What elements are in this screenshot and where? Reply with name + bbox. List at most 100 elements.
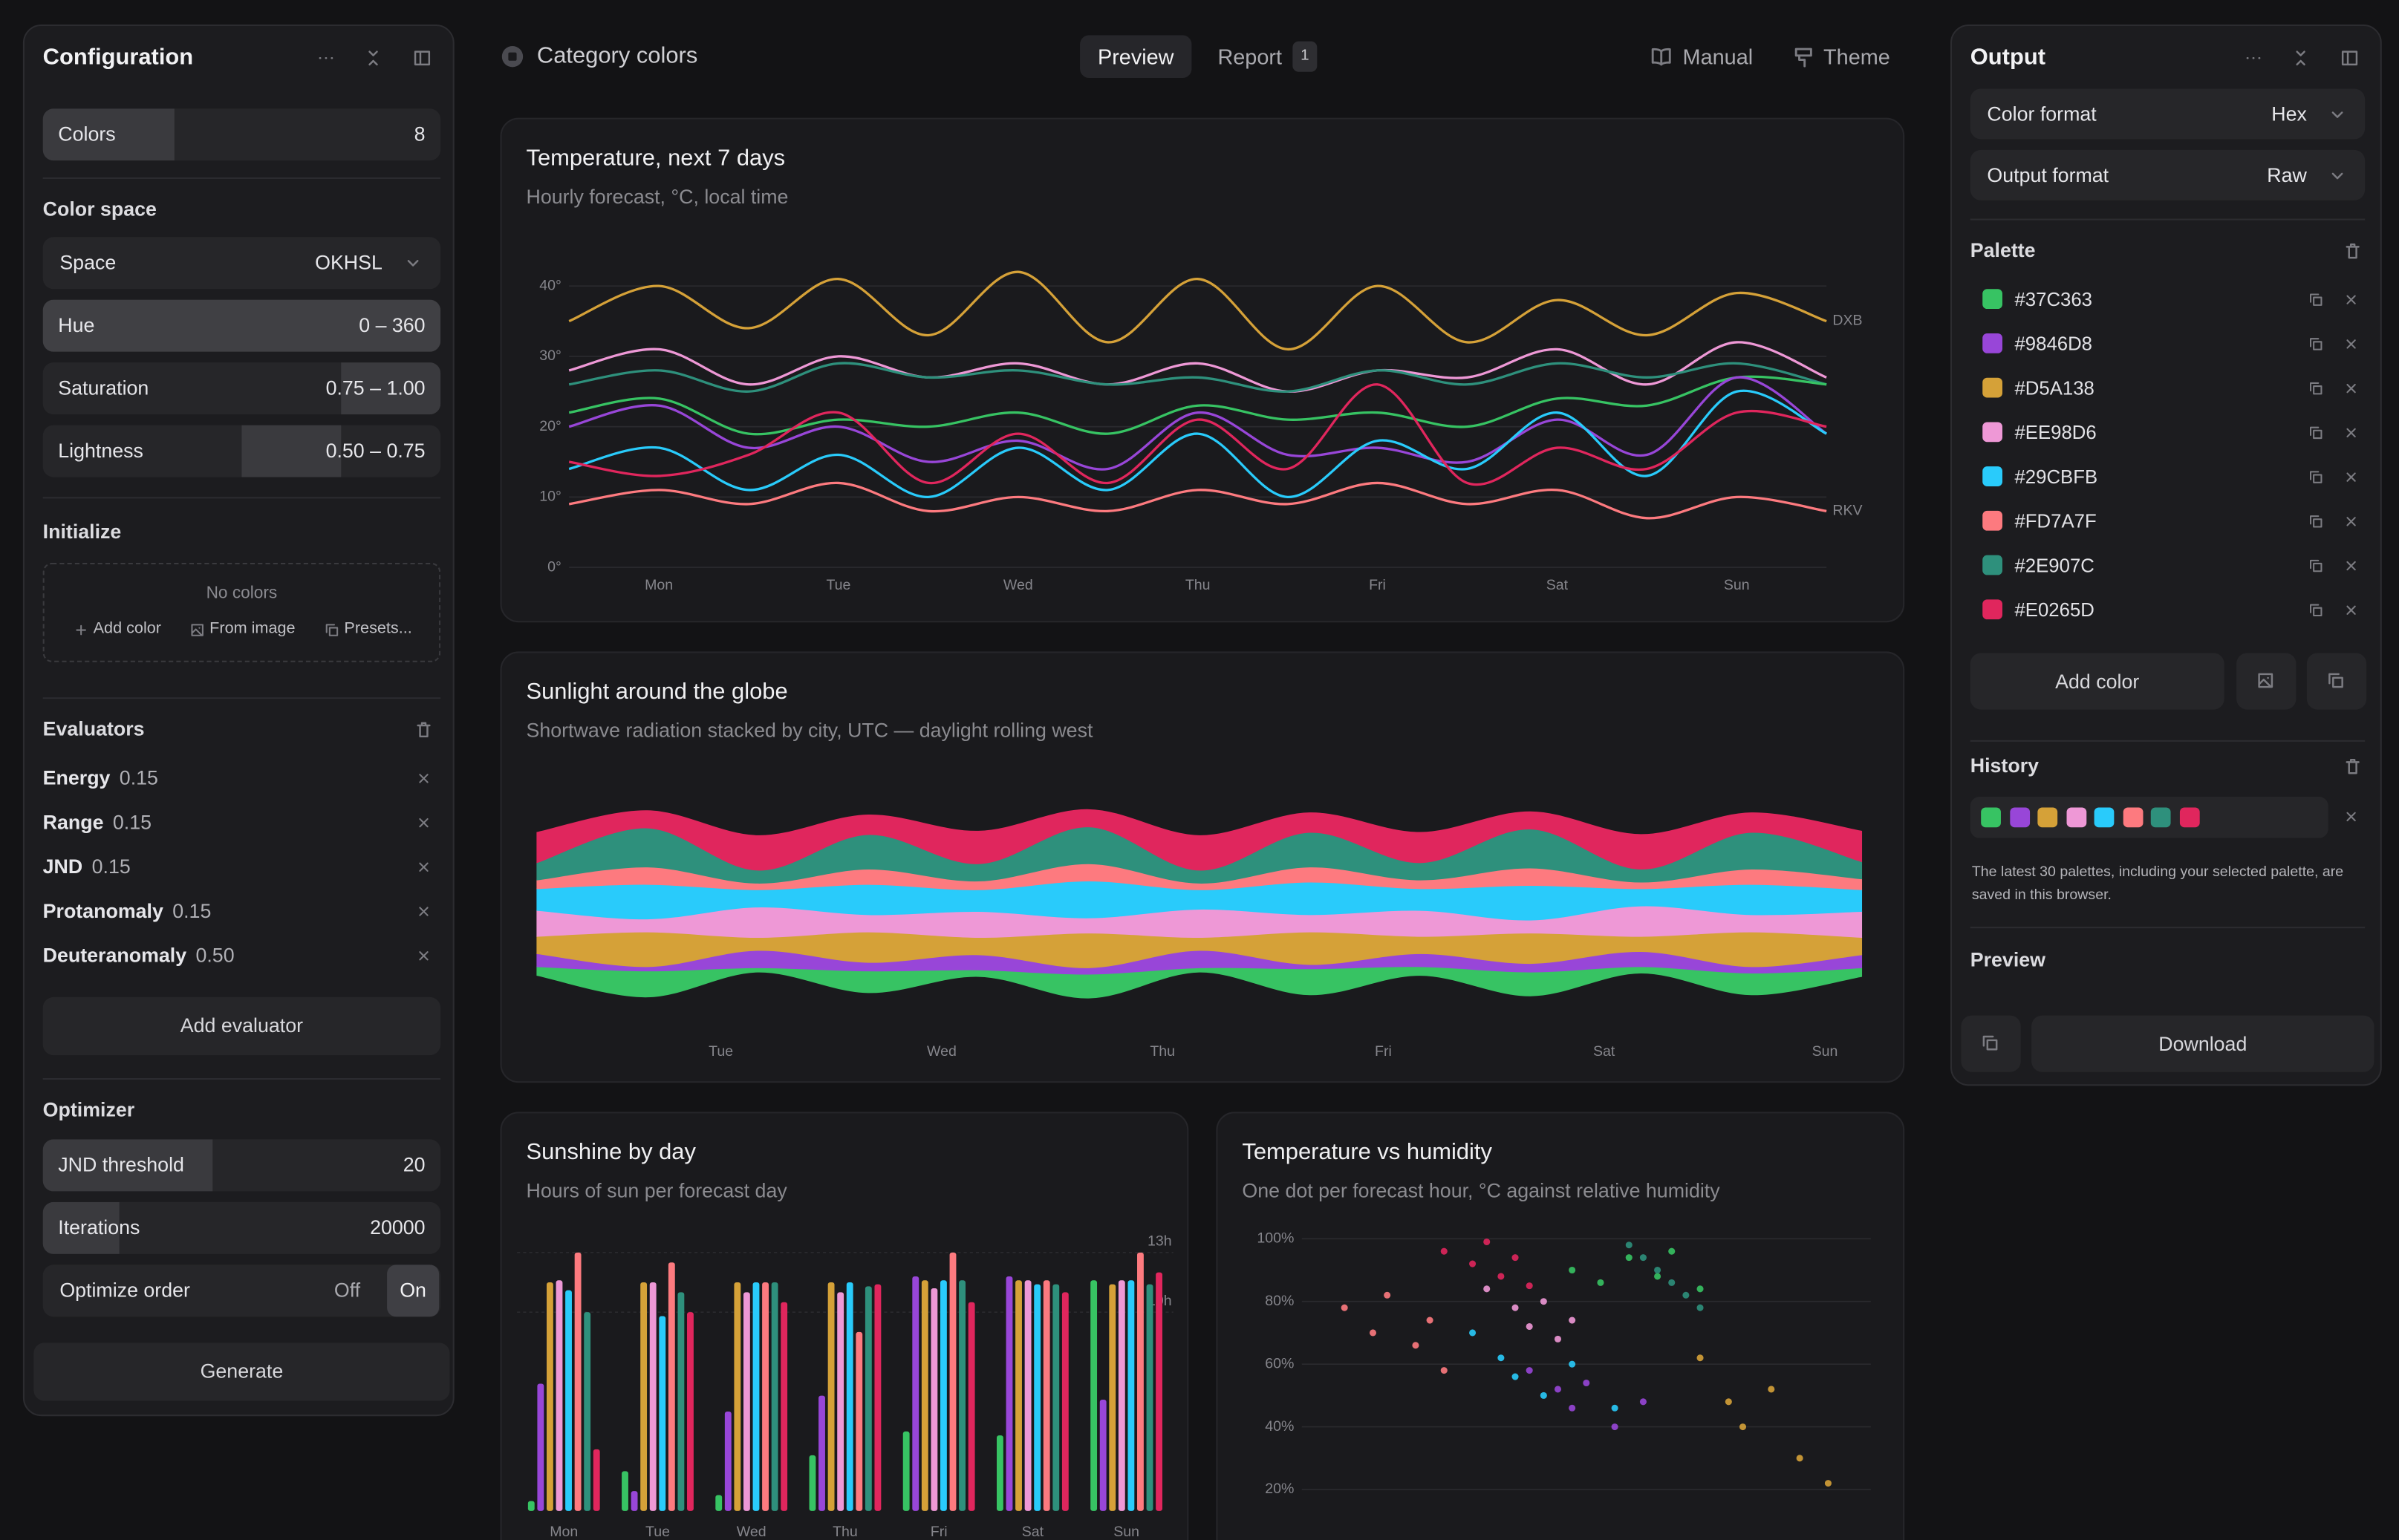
- y-tick-label: 20%: [1265, 1481, 1294, 1497]
- action-link[interactable]: From image: [209, 619, 296, 638]
- label: Saturation: [58, 376, 149, 399]
- y-tick-label: 80%: [1265, 1293, 1294, 1309]
- icon-shape: [419, 951, 429, 961]
- line-series: [568, 362, 1827, 393]
- bar: [837, 1292, 844, 1511]
- chart-subtitle: Hours of sun per forecast day: [526, 1178, 787, 1202]
- divider: [1970, 218, 2366, 221]
- copy-button[interactable]: [2308, 425, 2324, 441]
- scatter-point: [1511, 1373, 1519, 1380]
- sidebar-button[interactable]: [2340, 49, 2359, 68]
- chart-card: Sunshine by day Hours of sun per forecas…: [500, 1112, 1189, 1540]
- icon-shape: [2309, 604, 2322, 617]
- add-evaluator-button[interactable]: Add evaluator: [42, 996, 441, 1056]
- icon: [76, 624, 86, 636]
- copy-button[interactable]: [2308, 469, 2324, 485]
- sidebar-button[interactable]: [413, 49, 432, 68]
- swatch: [1982, 289, 2003, 310]
- section-heading: Color space: [42, 197, 157, 221]
- x-tick-label: Fri: [931, 1524, 948, 1540]
- icon-shape: [2346, 339, 2356, 349]
- history-item[interactable]: [1970, 797, 2328, 838]
- jnd-slider[interactable]: JND threshold 20: [42, 1139, 441, 1192]
- copy-button[interactable]: [1961, 1015, 2021, 1072]
- icon-shape: [2309, 559, 2322, 572]
- copy-button[interactable]: [2308, 292, 2324, 307]
- action-icon: [74, 622, 89, 638]
- lightness-slider[interactable]: Lightness 0.50 – 0.75: [42, 425, 441, 477]
- hue-slider[interactable]: Hue 0 – 360: [42, 299, 441, 352]
- clear-button[interactable]: [414, 720, 433, 739]
- more-button[interactable]: [316, 49, 335, 68]
- evaluator-name: JND: [42, 855, 83, 878]
- icon-shape: [2309, 515, 2322, 528]
- saturation-slider[interactable]: Saturation 0.75 – 1.00: [42, 362, 441, 415]
- generate-button[interactable]: Generate: [33, 1342, 450, 1401]
- clear-button[interactable]: [2343, 241, 2362, 260]
- area-series: [536, 966, 1863, 999]
- collapse-button[interactable]: [364, 49, 383, 68]
- icon: [2346, 758, 2360, 774]
- presets-button[interactable]: [2306, 653, 2367, 710]
- download-button[interactable]: Download: [2031, 1015, 2374, 1072]
- icon-shape: [2346, 517, 2356, 526]
- action-icon: [325, 622, 340, 638]
- bar: [622, 1471, 628, 1511]
- remove-button[interactable]: [2343, 336, 2359, 352]
- icon: [2341, 50, 2358, 66]
- remove-button[interactable]: [416, 948, 432, 964]
- icon: [2296, 50, 2305, 66]
- bar: [743, 1292, 750, 1511]
- from-image-button[interactable]: [2236, 653, 2297, 710]
- toggle-option[interactable]: On: [387, 1265, 440, 1317]
- more-button[interactable]: [2244, 49, 2262, 68]
- remove-button[interactable]: [416, 904, 432, 919]
- remove-button[interactable]: [416, 859, 432, 875]
- output-format-select[interactable]: Output format Raw: [1970, 149, 2366, 200]
- copy-button[interactable]: [2308, 602, 2324, 618]
- icon: [2328, 673, 2343, 688]
- history-swatch: [2178, 807, 2199, 828]
- copy-button[interactable]: [2308, 558, 2324, 574]
- clear-button[interactable]: [2343, 757, 2362, 776]
- toggle-option[interactable]: Off: [333, 1278, 361, 1302]
- bar: [574, 1252, 582, 1511]
- bar: [715, 1495, 723, 1511]
- remove-button[interactable]: [2343, 469, 2359, 485]
- color-format-select[interactable]: Color format Hex: [1970, 88, 2366, 140]
- evaluator-weight: 0.15: [172, 899, 212, 922]
- remove-button[interactable]: [2343, 514, 2359, 529]
- add-color-button[interactable]: Add color: [1970, 653, 2224, 710]
- scatter-point: [1569, 1316, 1576, 1324]
- colors-slider[interactable]: Colors 8: [42, 108, 441, 161]
- divider: [1970, 927, 2366, 929]
- icon: [419, 774, 429, 783]
- iterations-slider[interactable]: Iterations 20000: [42, 1201, 441, 1254]
- remove-button[interactable]: [2343, 558, 2359, 574]
- hex-code: #EE98D6: [2014, 422, 2097, 444]
- link[interactable]: Manual: [1682, 44, 1754, 69]
- dropzone: No colors Add color From image Presets...: [42, 562, 441, 662]
- action-link[interactable]: Presets...: [344, 619, 412, 638]
- line-series: [568, 341, 1827, 393]
- line-series: [568, 376, 1828, 471]
- remove-button[interactable]: [2343, 602, 2359, 618]
- copy-button[interactable]: [2308, 336, 2324, 352]
- remove-button[interactable]: [2343, 292, 2359, 307]
- remove-button[interactable]: [2343, 809, 2359, 825]
- divider: [42, 177, 441, 179]
- output-panel: Output Color format Hex Output format Ra…: [1950, 24, 2382, 1086]
- remove-button[interactable]: [416, 771, 432, 786]
- link[interactable]: Theme: [1823, 44, 1890, 69]
- chart-plot: 0° 10° 20° 30° 40° Mon Tue Wed Thu Fri Sat Sun DXB RK…: [539, 270, 1863, 593]
- collapse-button[interactable]: [2291, 49, 2310, 68]
- remove-button[interactable]: [2343, 381, 2359, 397]
- remove-button[interactable]: [2343, 425, 2359, 441]
- tab[interactable]: Report: [1217, 44, 1283, 69]
- copy-button[interactable]: [2308, 514, 2324, 529]
- space-select[interactable]: Space OKHSL: [42, 237, 441, 290]
- action-link[interactable]: Add color: [93, 619, 161, 638]
- remove-button[interactable]: [416, 815, 432, 831]
- copy-button[interactable]: [2308, 381, 2324, 397]
- tab[interactable]: Preview: [1080, 35, 1192, 79]
